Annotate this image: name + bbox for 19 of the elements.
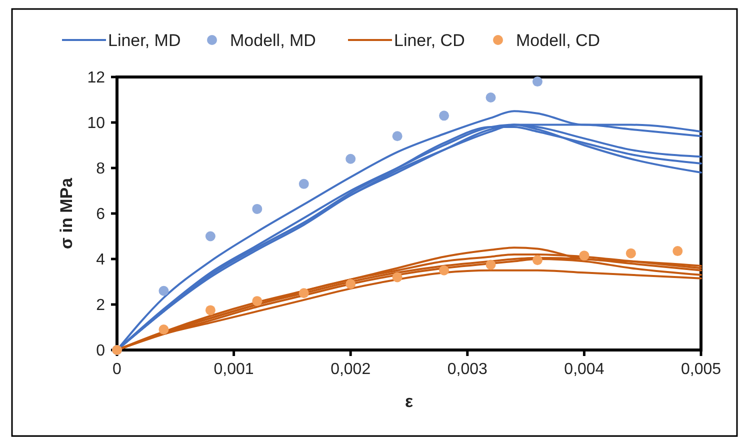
x-tick-label: 0 [112, 361, 122, 378]
x-tick-label: 0,001 [214, 361, 254, 378]
legend-label: Modell, MD [230, 30, 316, 50]
y-axis-title: σ in MPa [57, 177, 76, 250]
y-tick-label: 12 [87, 70, 106, 87]
legend-label: Liner, CD [394, 30, 465, 50]
legend-label: Modell, CD [516, 30, 600, 50]
y-tick-label: 0 [96, 342, 106, 360]
y-tick-label: 8 [96, 160, 106, 178]
y-tick-label: 10 [87, 115, 106, 132]
y-tick-label: 4 [96, 252, 106, 269]
legend-label: Liner, MD [108, 30, 181, 50]
x-tick-label: 0,005 [680, 361, 722, 378]
x-tick-label: 0,004 [564, 361, 604, 378]
y-tick-label: 2 [96, 297, 106, 314]
x-axis-title: ε [404, 392, 414, 411]
x-tick-label: 0,003 [447, 361, 488, 378]
y-tick-label: 6 [96, 206, 106, 224]
x-tick-label: 0,002 [330, 361, 371, 378]
